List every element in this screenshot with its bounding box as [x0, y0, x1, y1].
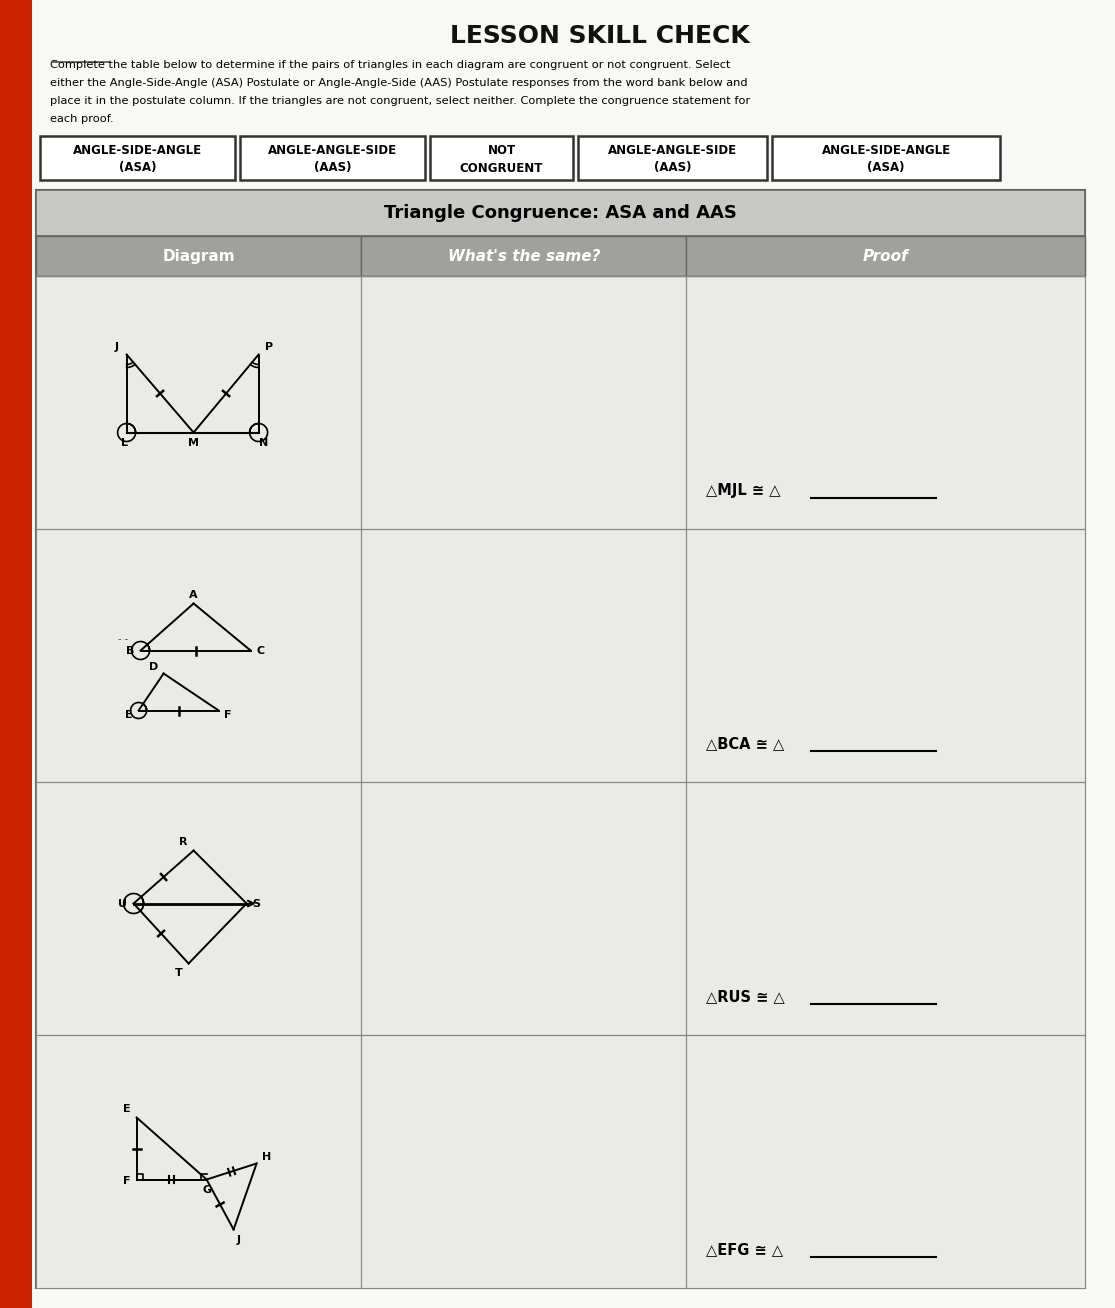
Text: CONGRUENT: CONGRUENT — [459, 161, 543, 174]
Text: Complete the table below to determine if the pairs of triangles in each diagram : Complete the table below to determine if… — [50, 60, 730, 71]
Bar — [687, 235, 1085, 276]
Text: ANGLE-ANGLE-SIDE: ANGLE-ANGLE-SIDE — [268, 144, 397, 157]
Text: S: S — [253, 899, 261, 909]
Text: A: A — [190, 590, 197, 599]
Text: T: T — [175, 968, 183, 978]
Text: E: E — [123, 1104, 130, 1114]
Text: G: G — [202, 1185, 211, 1194]
Bar — [361, 1035, 687, 1288]
Bar — [36, 1035, 361, 1288]
Text: What's the same?: What's the same? — [447, 249, 600, 263]
Text: LESSON SKILL CHECK: LESSON SKILL CHECK — [450, 24, 750, 48]
Text: △MJL ≅ △: △MJL ≅ △ — [707, 484, 780, 498]
Text: Triangle Congruence: ASA and AAS: Triangle Congruence: ASA and AAS — [384, 204, 737, 222]
Bar — [36, 1035, 1085, 1288]
Bar — [36, 276, 1085, 528]
Text: N: N — [259, 437, 269, 447]
Text: C: C — [256, 646, 264, 655]
Text: M: M — [188, 437, 200, 447]
Text: (ASA): (ASA) — [119, 161, 156, 174]
Bar — [687, 276, 1085, 528]
Text: D: D — [149, 662, 158, 671]
Bar — [36, 528, 1085, 782]
Text: either the Angle-Side-Angle (ASA) Postulate or Angle-Angle-Side (AAS) Postulate : either the Angle-Side-Angle (ASA) Postul… — [50, 78, 748, 88]
Bar — [361, 235, 687, 276]
Bar — [361, 276, 687, 528]
Text: E: E — [125, 709, 133, 719]
Bar — [36, 190, 1085, 235]
Bar — [0, 0, 32, 1308]
Bar — [36, 528, 361, 782]
Text: F: F — [123, 1176, 130, 1186]
Text: F: F — [224, 709, 231, 719]
Text: Diagram: Diagram — [163, 249, 235, 263]
Bar — [36, 276, 361, 528]
Text: ANGLE-SIDE-ANGLE: ANGLE-SIDE-ANGLE — [72, 144, 202, 157]
Bar — [578, 136, 767, 181]
Bar — [36, 782, 361, 1035]
Text: ANGLE-SIDE-ANGLE: ANGLE-SIDE-ANGLE — [822, 144, 951, 157]
Text: each proof.: each proof. — [50, 114, 114, 124]
Text: △BCA ≅ △: △BCA ≅ △ — [707, 736, 785, 752]
Bar — [361, 782, 687, 1035]
Bar — [687, 782, 1085, 1035]
Text: (AAS): (AAS) — [653, 161, 691, 174]
Text: H: H — [262, 1151, 271, 1162]
Text: ANGLE-ANGLE-SIDE: ANGLE-ANGLE-SIDE — [608, 144, 737, 157]
Bar — [772, 136, 1000, 181]
Bar — [361, 528, 687, 782]
Text: Proof: Proof — [863, 249, 909, 263]
Bar — [687, 528, 1085, 782]
Bar — [687, 1035, 1085, 1288]
Text: J: J — [115, 341, 118, 352]
Text: P: P — [264, 341, 273, 352]
Text: △EFG ≅ △: △EFG ≅ △ — [707, 1243, 784, 1257]
Text: △RUS ≅ △: △RUS ≅ △ — [707, 989, 785, 1005]
Text: (AAS): (AAS) — [313, 161, 351, 174]
Bar — [430, 136, 573, 181]
Text: (ASA): (ASA) — [867, 161, 904, 174]
Bar — [240, 136, 425, 181]
Text: NOT: NOT — [487, 144, 515, 157]
Text: L: L — [122, 437, 128, 447]
Text: U: U — [118, 899, 127, 909]
Bar — [36, 190, 1085, 1288]
Bar — [40, 136, 235, 181]
Text: J: J — [236, 1235, 241, 1244]
Text: R: R — [180, 837, 187, 846]
Text: - -: - - — [117, 633, 127, 644]
Bar — [36, 782, 1085, 1035]
Text: place it in the postulate column. If the triangles are not congruent, select nei: place it in the postulate column. If the… — [50, 95, 750, 106]
Bar — [36, 235, 361, 276]
Text: B: B — [126, 646, 135, 655]
